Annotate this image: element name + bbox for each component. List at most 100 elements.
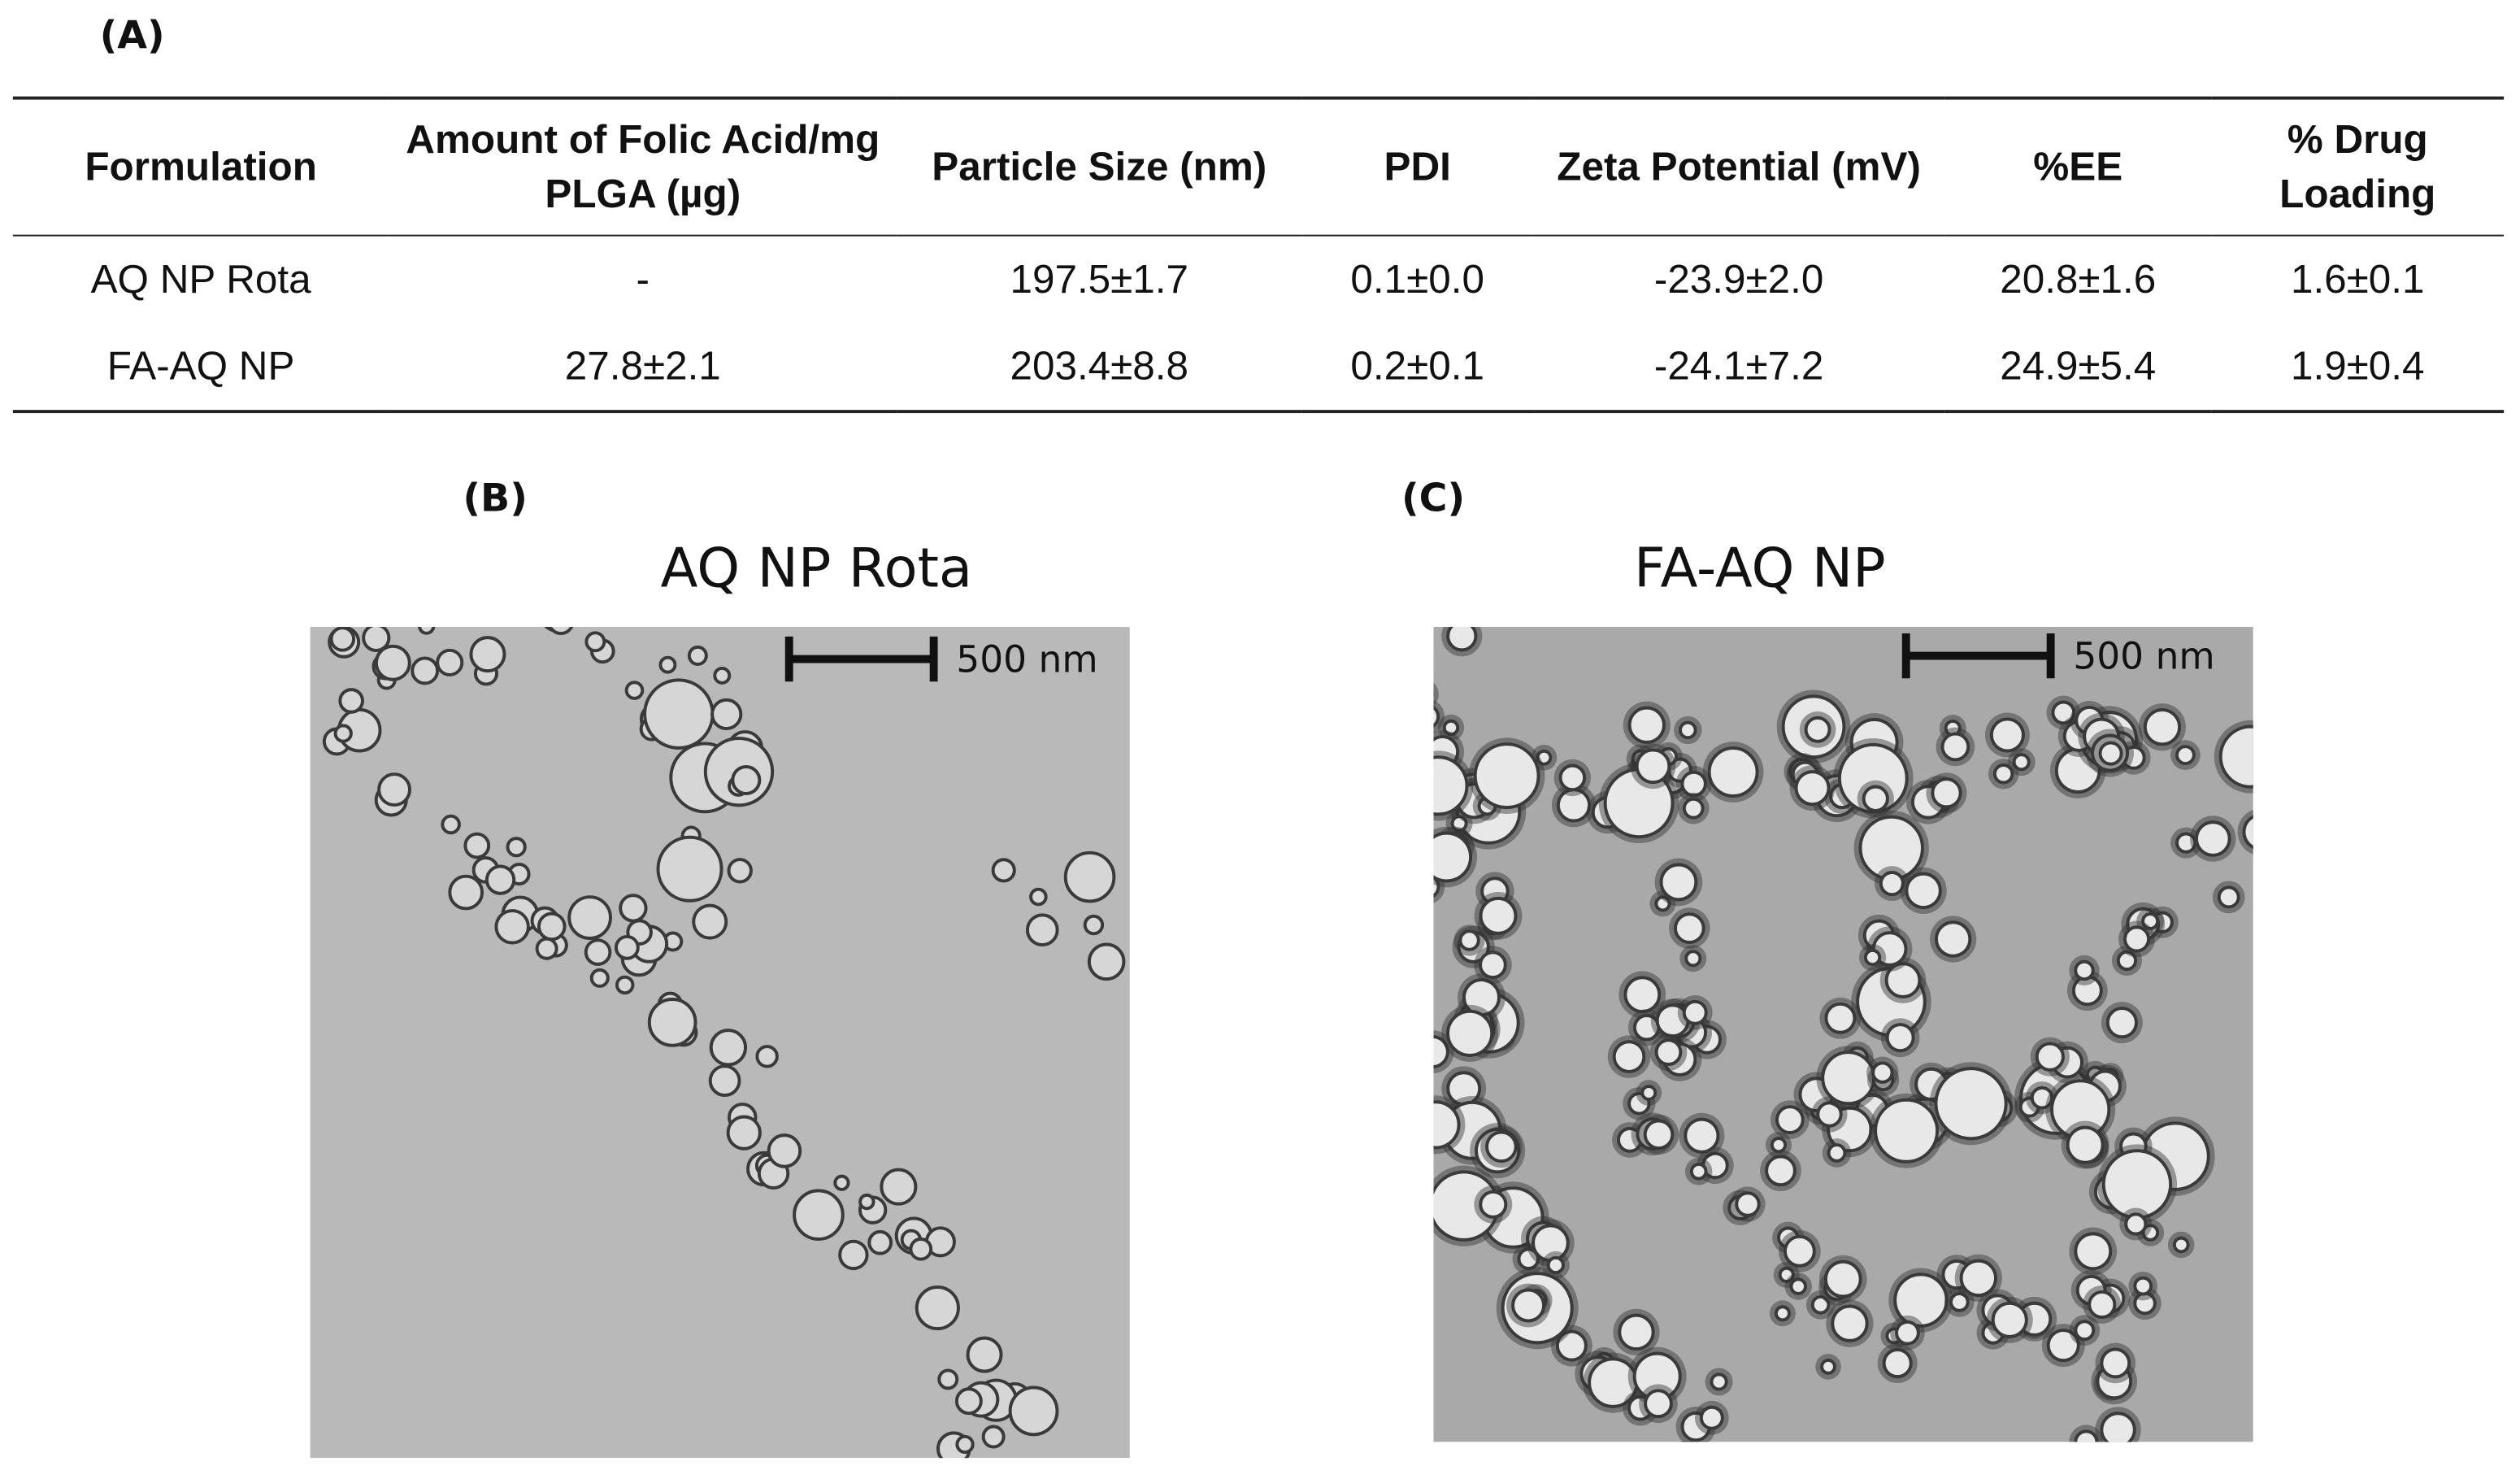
particle [1810, 1294, 1831, 1315]
particle [1446, 627, 1478, 652]
table-cell: FA-AQ NP [12, 323, 389, 414]
tem-image: 500 nm [1433, 627, 2253, 1442]
particle [1517, 1247, 1540, 1271]
particle [1479, 896, 1518, 935]
particle [1905, 872, 1942, 910]
particle [1684, 950, 1702, 968]
particle [1991, 1301, 2028, 1338]
particle [647, 998, 697, 1047]
particle [1479, 1190, 1508, 1219]
particle [793, 1189, 845, 1241]
table-cell: -23.9±2.0 [1653, 256, 1824, 302]
particle [2175, 832, 2197, 854]
particle [448, 874, 484, 911]
particle [687, 645, 708, 666]
particle [1789, 1277, 1807, 1295]
particle [1831, 1304, 1869, 1342]
particle [1775, 1105, 1805, 1134]
particle [767, 1133, 802, 1168]
particle [1473, 742, 1540, 810]
particle [1895, 1320, 1920, 1346]
particle [1442, 719, 1460, 737]
table-cell: 0.1±0.0 [1350, 256, 1484, 302]
particle [1644, 1389, 1673, 1419]
particle [2074, 1429, 2099, 1442]
particle [1640, 1085, 1658, 1101]
table-cell: 203.4±8.8 [897, 323, 1302, 414]
particle [1679, 720, 1697, 740]
particle [731, 765, 762, 795]
particle [1884, 962, 1922, 998]
column-header: Amount of Folic Acid/mg PLGA (µg) [389, 96, 897, 237]
header-row: Formulation Amount of Folic Acid/mg PLGA … [12, 96, 2505, 237]
particle [867, 1229, 893, 1255]
particle [658, 655, 677, 674]
column-header: % Drug Loading [2211, 96, 2505, 237]
particle [1635, 748, 1671, 785]
particle [1511, 1288, 1546, 1323]
particle [1555, 1329, 1588, 1362]
particle [1546, 1255, 1565, 1275]
particle [2172, 1236, 2190, 1254]
particle [1446, 1009, 1494, 1057]
particle [991, 858, 1016, 883]
particle [2098, 741, 2123, 766]
particle [1433, 755, 1469, 816]
particle [2123, 925, 2151, 953]
scale-bar-label: 500 nm [2073, 634, 2214, 677]
column-header: %EE [1944, 96, 2212, 237]
particle [1707, 746, 1759, 798]
particle [1485, 1130, 1518, 1164]
panel-label: (C) [1401, 476, 1466, 521]
particle [1992, 763, 2014, 785]
particle [2124, 1212, 2148, 1236]
particle [2074, 1232, 2113, 1271]
particle [2105, 1007, 2138, 1039]
particle [1654, 895, 1671, 912]
particle [1934, 1067, 2008, 1141]
particle [1827, 1143, 1847, 1163]
particle [1433, 1035, 1449, 1069]
column-header: Zeta Potential (mV) [1533, 96, 1945, 237]
particle [2194, 820, 2231, 857]
particle [1643, 1119, 1675, 1151]
particle [584, 938, 612, 966]
particle [1804, 716, 1831, 743]
particle [755, 1045, 779, 1068]
particle [2218, 724, 2253, 789]
particle [1874, 1098, 1940, 1164]
particle [1823, 1259, 1862, 1298]
particle [2088, 1290, 2117, 1320]
particle [909, 1237, 933, 1261]
particle [535, 937, 558, 960]
particle [619, 894, 648, 923]
table-cell: 197.5±1.7 [1010, 256, 1189, 302]
particle [441, 814, 461, 835]
particle [1794, 770, 1831, 807]
particle [436, 648, 464, 676]
particle [537, 911, 567, 942]
particle [1433, 875, 1440, 898]
particle [2100, 1347, 2131, 1379]
particle [1735, 1191, 1761, 1217]
particle [1618, 1313, 1655, 1351]
panel-label: (A) [99, 12, 165, 59]
panel-label: (B) [463, 476, 528, 521]
particle [955, 1434, 975, 1455]
particle [2116, 950, 2138, 972]
particle [1879, 871, 1905, 897]
particle [709, 1029, 748, 1067]
table-cell: 1.6±0.1 [2290, 256, 2425, 302]
particle [1674, 912, 1705, 944]
particle [2046, 1329, 2080, 1363]
particle [614, 934, 640, 960]
particle [2143, 708, 2182, 746]
particle [1682, 797, 1705, 820]
particle [377, 772, 411, 807]
particle [1783, 1234, 1816, 1268]
particle [1087, 942, 1126, 981]
particle [469, 636, 506, 673]
particle [548, 627, 574, 636]
